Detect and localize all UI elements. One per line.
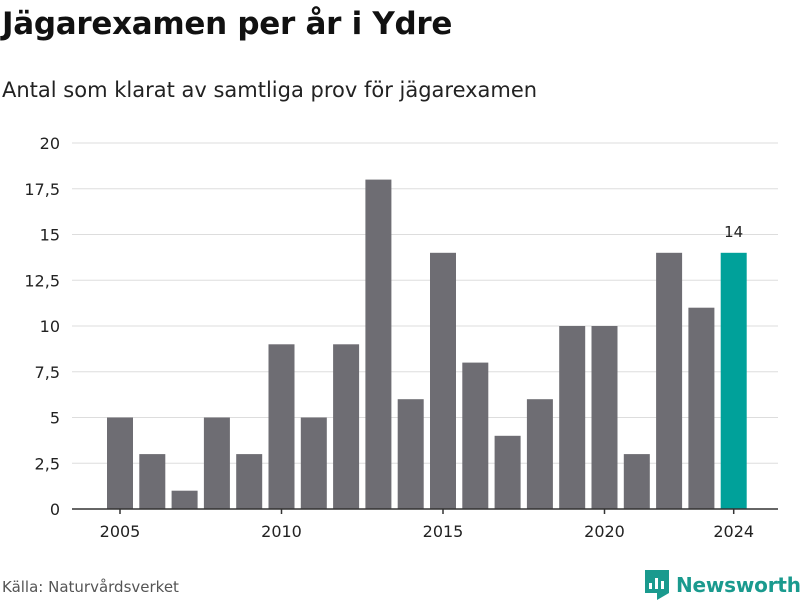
- bar-2005: [107, 417, 133, 509]
- bar-2011: [300, 417, 327, 509]
- x-tick-label: 2020: [584, 522, 625, 541]
- y-tick-label: 15: [40, 226, 60, 245]
- bar-2022: [656, 252, 683, 510]
- source-note: Källa: Naturvårdsverket: [2, 578, 179, 596]
- bar-2014: [397, 399, 424, 509]
- bar-2018: [526, 399, 553, 509]
- x-axis-ticks: 2005 2010 2015 2020 2024: [100, 509, 754, 541]
- y-tick-label: 2,5: [35, 454, 60, 473]
- y-tick-label: 12,5: [24, 271, 60, 290]
- bar-2020: [591, 326, 618, 509]
- data-label-highlight: 14: [724, 223, 743, 241]
- y-tick-label: 10: [40, 317, 60, 336]
- y-tick-label: 0: [50, 500, 60, 519]
- y-axis-ticks: 0 2,5 5 7,5 10 12,5 15 17,5 20: [24, 134, 60, 519]
- bar-2016: [462, 362, 489, 509]
- bar-2021: [623, 454, 650, 509]
- x-tick-label: 2010: [261, 522, 302, 541]
- y-tick-label: 7,5: [35, 363, 60, 382]
- bar-2015: [430, 252, 456, 510]
- bar-2017: [494, 435, 521, 509]
- x-tick-label: 2024: [713, 522, 754, 541]
- bar-chart-logo-icon: [645, 570, 669, 600]
- bar-2019: [559, 326, 586, 509]
- bar-2010: [268, 344, 295, 509]
- x-tick-label: 2015: [423, 522, 464, 541]
- y-tick-label: 17,5: [24, 180, 60, 199]
- chart-subtitle: Antal som klarat av samtliga prov för jä…: [2, 78, 538, 102]
- bar-2012: [333, 344, 360, 509]
- bar-2009: [236, 454, 263, 509]
- y-tick-label: 5: [50, 409, 60, 428]
- bar-2007: [171, 490, 198, 509]
- bar-2023: [688, 307, 715, 509]
- brand-name: Newsworthy: [676, 573, 800, 597]
- bar-2008: [203, 417, 230, 509]
- brand-logo: Newsworthy: [645, 568, 800, 602]
- x-tick-label: 2005: [100, 522, 141, 541]
- bar-2013: [365, 179, 392, 509]
- bar-2006: [139, 454, 166, 509]
- y-tick-label: 20: [40, 134, 60, 153]
- bar-2024: [720, 252, 747, 510]
- chart-title: Jägarexamen per år i Ydre: [2, 6, 453, 42]
- bars: [107, 179, 747, 510]
